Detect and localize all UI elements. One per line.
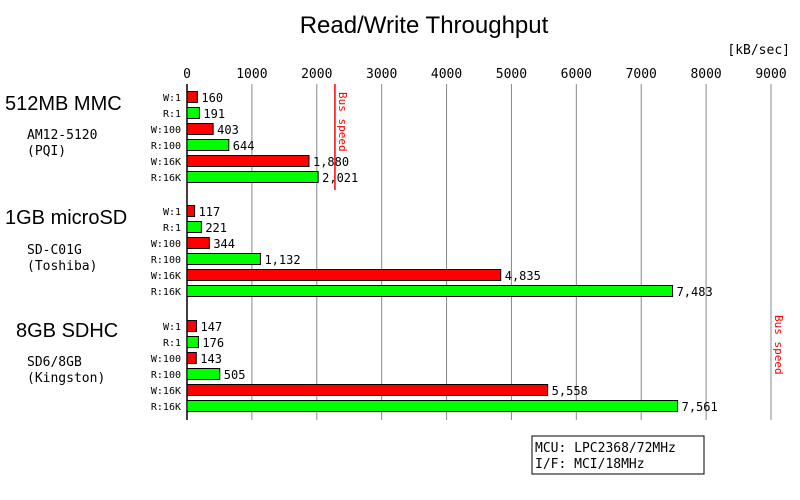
bar-write	[186, 237, 210, 249]
data-label: 147	[201, 320, 223, 334]
x-tick-label: 2000	[301, 67, 332, 82]
data-label: 1,132	[264, 253, 300, 267]
bar-read	[186, 285, 674, 297]
x-tick-label: 5000	[496, 67, 527, 82]
group-maker: (PQI)	[27, 144, 66, 159]
group-model: SD6/8GB	[27, 355, 82, 370]
bar-write	[186, 269, 502, 281]
category-label: R:16K	[151, 287, 181, 298]
x-tick-label: 7000	[626, 67, 657, 82]
info-line: I/F: MCI/18MHz	[535, 457, 645, 472]
bus-speed-label: Bus speed	[772, 315, 785, 375]
category-label: W:16K	[151, 271, 181, 282]
category-label: R:1	[163, 109, 181, 120]
x-tick-label: 4000	[431, 67, 462, 82]
bar-write	[186, 91, 198, 103]
data-label: 191	[203, 107, 225, 121]
data-label: 160	[201, 91, 223, 105]
group-maker: (Toshiba)	[27, 259, 97, 274]
unit-label: [kB/sec]	[727, 43, 790, 58]
data-label: 644	[233, 139, 255, 153]
bar-write	[186, 352, 197, 364]
category-label: W:16K	[151, 157, 181, 168]
category-label: R:100	[151, 255, 181, 266]
group-name: 1GB microSD	[5, 207, 127, 229]
category-label: R:16K	[151, 402, 181, 413]
x-tick-label: 9000	[755, 67, 786, 82]
data-label: 2,021	[322, 171, 358, 185]
bar-read	[186, 253, 261, 265]
category-label: R:100	[151, 370, 181, 381]
bar-write	[186, 155, 310, 167]
bar-read	[186, 139, 230, 151]
data-label: 7,561	[682, 400, 718, 414]
x-tick-label: 0	[183, 67, 191, 82]
group-name: 8GB SDHC	[16, 320, 118, 342]
chart-title: Read/Write Throughput	[300, 12, 549, 39]
bus-speed-label: Bus speed	[336, 92, 349, 152]
data-label: 176	[202, 336, 224, 350]
info-box	[531, 435, 705, 475]
data-label: 117	[199, 205, 221, 219]
data-label: 4,835	[505, 269, 541, 283]
category-label: W:1	[163, 207, 181, 218]
category-label: W:1	[163, 322, 181, 333]
bar-read	[186, 107, 200, 119]
data-label: 1,880	[313, 155, 349, 169]
data-label: 505	[224, 368, 246, 382]
data-label: 5,558	[552, 384, 588, 398]
category-label: R:1	[163, 223, 181, 234]
bar-write	[186, 320, 198, 332]
category-label: R:1	[163, 338, 181, 349]
bar-read	[186, 221, 202, 233]
category-label: W:100	[151, 239, 181, 250]
data-label: 403	[217, 123, 239, 137]
data-label: 221	[205, 221, 227, 235]
data-label: 344	[213, 237, 235, 251]
group-maker: (Kingston)	[27, 371, 105, 386]
bar-read	[186, 336, 199, 348]
group-model: SD-C01G	[27, 243, 82, 258]
group-model: AM12-5120	[27, 128, 97, 143]
x-tick-label: 3000	[366, 67, 397, 82]
category-label: W:100	[151, 125, 181, 136]
category-label: W:16K	[151, 386, 181, 397]
category-label: W:1	[163, 93, 181, 104]
x-tick-label: 1000	[236, 67, 267, 82]
category-label: R:100	[151, 141, 181, 152]
bar-write	[186, 205, 196, 217]
category-label: R:16K	[151, 173, 181, 184]
bar-write	[186, 123, 214, 135]
data-label: 7,483	[677, 285, 713, 299]
bar-read	[186, 400, 679, 412]
data-label: 143	[200, 352, 222, 366]
bar-write	[186, 384, 549, 396]
info-line: MCU: LPC2368/72MHz	[535, 441, 676, 456]
x-tick-label: 6000	[561, 67, 592, 82]
group-name: 512MB MMC	[5, 93, 122, 115]
bar-read	[186, 171, 319, 183]
category-label: W:100	[151, 354, 181, 365]
bar-read	[186, 368, 221, 380]
x-tick-label: 8000	[690, 67, 721, 82]
